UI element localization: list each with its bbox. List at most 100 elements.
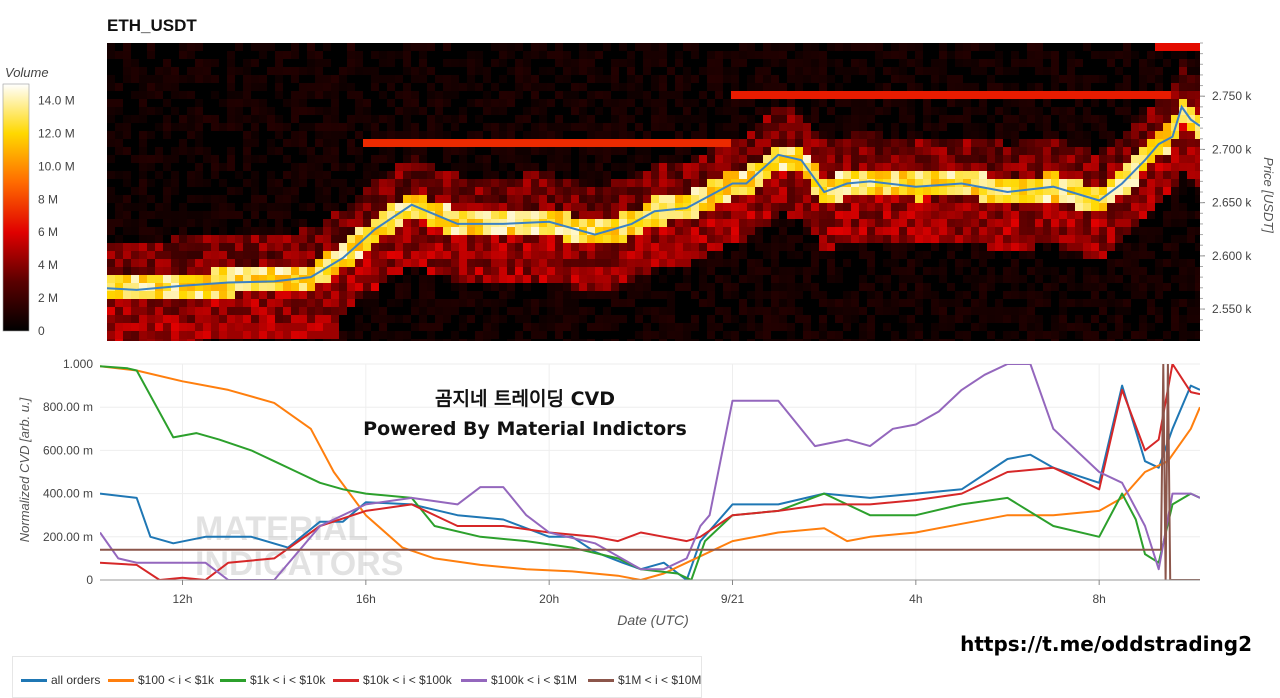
heatmap-cell bbox=[411, 171, 419, 179]
heatmap-cell bbox=[587, 99, 595, 107]
heatmap-cell bbox=[1131, 171, 1139, 179]
heatmap-cell bbox=[307, 171, 315, 179]
heatmap-cell bbox=[147, 291, 155, 299]
heatmap-cell bbox=[203, 235, 211, 243]
heatmap-cell bbox=[667, 219, 675, 227]
heatmap-cell bbox=[779, 299, 787, 307]
heatmap-cell bbox=[355, 315, 363, 323]
heatmap-cell bbox=[427, 259, 435, 267]
heatmap-cell bbox=[1171, 219, 1179, 227]
heatmap-cell bbox=[827, 131, 835, 139]
heatmap-cell bbox=[331, 123, 339, 131]
heatmap-cell bbox=[315, 267, 323, 275]
heatmap-cell bbox=[339, 179, 347, 187]
heatmap-cell bbox=[227, 155, 235, 163]
heatmap-cell bbox=[723, 227, 731, 235]
legend-item[interactable]: $100 < i < $1k bbox=[108, 673, 214, 687]
heatmap-cell bbox=[779, 275, 787, 283]
heatmap-cell bbox=[659, 195, 667, 203]
heatmap-cell bbox=[995, 315, 1003, 323]
heatmap-cell bbox=[811, 107, 819, 115]
heatmap-cell bbox=[227, 59, 235, 67]
heatmap-cell bbox=[579, 163, 587, 171]
heatmap-cell bbox=[1003, 179, 1011, 187]
heatmap-cell bbox=[131, 219, 139, 227]
heatmap-cell bbox=[563, 163, 571, 171]
heatmap-cell bbox=[1059, 307, 1067, 315]
heatmap-cell bbox=[115, 131, 123, 139]
heatmap-cell bbox=[443, 251, 451, 259]
heatmap-cell bbox=[467, 339, 475, 341]
heatmap-cell bbox=[811, 59, 819, 67]
heatmap-cell bbox=[123, 51, 131, 59]
heatmap-cell bbox=[1011, 179, 1019, 187]
heatmap-cell bbox=[1187, 275, 1195, 283]
heatmap-cell bbox=[387, 219, 395, 227]
heatmap-cell bbox=[611, 243, 619, 251]
heatmap-cell bbox=[291, 187, 299, 195]
heatmap-cell bbox=[459, 291, 467, 299]
heatmap-cell bbox=[763, 267, 771, 275]
heatmap-cell bbox=[395, 75, 403, 83]
heatmap-cell bbox=[483, 211, 491, 219]
heatmap-cell bbox=[307, 299, 315, 307]
heatmap-cell bbox=[499, 99, 507, 107]
heatmap-cell bbox=[387, 211, 395, 219]
heatmap-cell bbox=[859, 163, 867, 171]
heatmap-cell bbox=[347, 243, 355, 251]
heatmap-cell bbox=[947, 139, 955, 147]
heatmap-cell bbox=[1091, 227, 1099, 235]
heatmap-cell bbox=[219, 315, 227, 323]
heatmap-cell bbox=[411, 267, 419, 275]
heatmap-cell bbox=[659, 187, 667, 195]
heatmap-cell bbox=[411, 307, 419, 315]
heatmap-cell bbox=[659, 203, 667, 211]
heatmap-cell bbox=[1115, 315, 1123, 323]
heatmap-cell bbox=[1003, 155, 1011, 163]
heatmap-cell bbox=[355, 67, 363, 75]
heatmap-cell bbox=[331, 323, 339, 331]
heatmap-cell bbox=[1131, 259, 1139, 267]
heatmap-cell bbox=[139, 187, 147, 195]
heatmap-cell bbox=[275, 251, 283, 259]
heatmap-cell bbox=[1083, 187, 1091, 195]
heatmap-cell bbox=[243, 179, 251, 187]
heatmap-cell bbox=[723, 131, 731, 139]
colorbar: Volume 02 M4 M6 M8 M10.0 M12.0 M14.0 M bbox=[2, 65, 75, 338]
heatmap-cell bbox=[539, 51, 547, 59]
heatmap-cell bbox=[523, 67, 531, 75]
heatmap-cell bbox=[107, 267, 115, 275]
heatmap-cell bbox=[763, 243, 771, 251]
heatmap-cell bbox=[147, 331, 155, 339]
heatmap-cell bbox=[187, 299, 195, 307]
heatmap-cell bbox=[883, 139, 891, 147]
legend-item[interactable]: $100k < i < $1M bbox=[461, 673, 577, 687]
heatmap-cell bbox=[587, 51, 595, 59]
heatmap-cell bbox=[467, 251, 475, 259]
legend-item[interactable]: $1k < i < $10k bbox=[220, 673, 325, 687]
legend-item[interactable]: $1M < i < $10M bbox=[588, 673, 701, 687]
heatmap-cell bbox=[531, 123, 539, 131]
heatmap-cell bbox=[379, 139, 387, 147]
heatmap-cell bbox=[883, 171, 891, 179]
heatmap-cell bbox=[451, 259, 459, 267]
heatmap-cell bbox=[779, 235, 787, 243]
heatmap-cell bbox=[795, 235, 803, 243]
telegram-link[interactable]: https://t.me/oddstrading2 bbox=[960, 632, 1252, 656]
heatmap-cell bbox=[747, 323, 755, 331]
heatmap-cell bbox=[987, 331, 995, 339]
legend-item[interactable]: $10k < i < $100k bbox=[333, 673, 452, 687]
heatmap-cell bbox=[547, 155, 555, 163]
heatmap-cell bbox=[675, 331, 683, 339]
heatmap-cell bbox=[1131, 91, 1139, 99]
heatmap-cell bbox=[507, 123, 515, 131]
heatmap-cell bbox=[819, 131, 827, 139]
heatmap-cell bbox=[555, 315, 563, 323]
heatmap-cell bbox=[939, 339, 947, 341]
heatmap-cell bbox=[1083, 275, 1091, 283]
heatmap-cell bbox=[611, 267, 619, 275]
heatmap-cell bbox=[1155, 115, 1163, 123]
heatmap-cell bbox=[987, 83, 995, 91]
legend-item[interactable]: all orders bbox=[21, 673, 100, 687]
heatmap-cell bbox=[1195, 331, 1200, 339]
